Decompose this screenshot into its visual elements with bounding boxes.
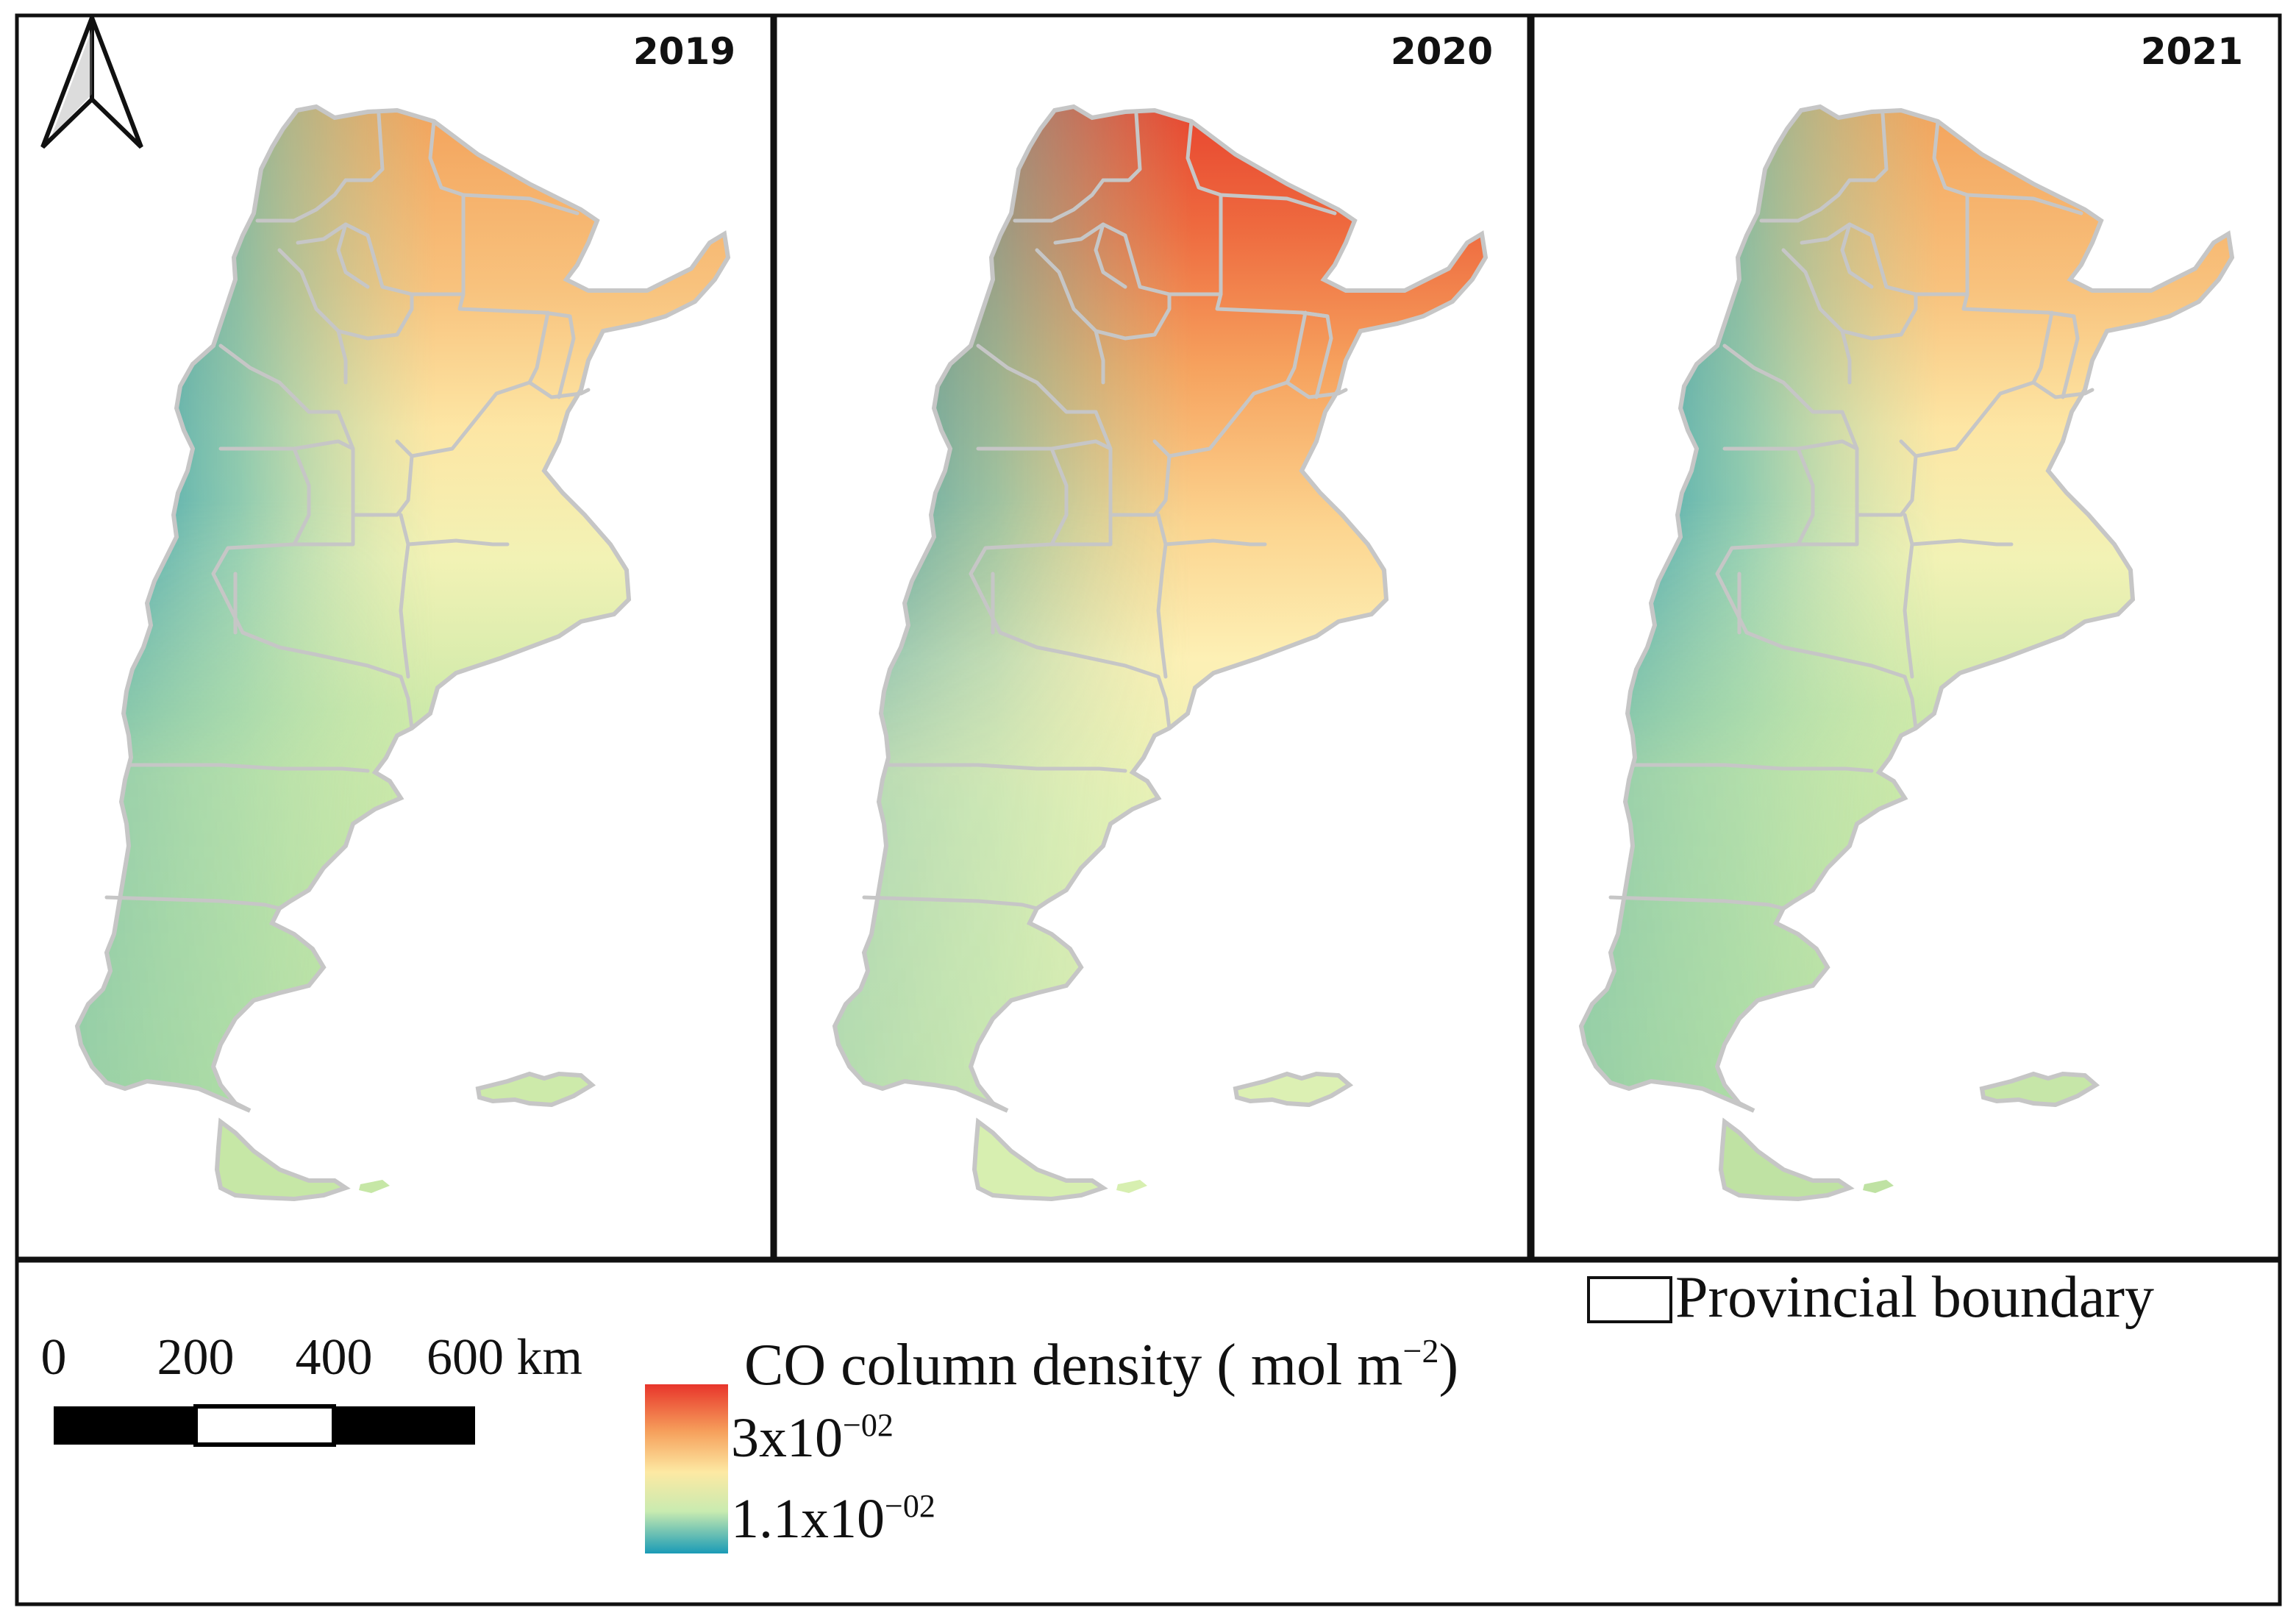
map-panel-2021 [1581, 107, 2232, 1199]
scale-tick-400: 400 [296, 1329, 373, 1386]
legend-min-exp: −02 [885, 1488, 935, 1524]
legend-frame [15, 1259, 2282, 1606]
scale-tick-0: 0 [41, 1329, 67, 1386]
north-arrow-icon [40, 16, 143, 149]
legend-max-exp: −02 [843, 1407, 894, 1443]
scale-tick-200: 200 [157, 1329, 235, 1386]
provincial-boundary-swatch [1587, 1276, 1672, 1323]
argentina-co-field-2021 [1581, 107, 2232, 1199]
scale-segment-3 [334, 1406, 475, 1445]
legend-min-base: 1.1x10 [731, 1488, 885, 1550]
scale-segment-2 [193, 1404, 336, 1447]
panel-frame-2020 [773, 13, 1531, 1261]
map-panel-2019 [77, 107, 728, 1199]
legend-title-exponent: −2 [1403, 1332, 1439, 1370]
legend-min-label: 1.1x10−02 [731, 1488, 935, 1550]
scale-bar: 0 200 400 600 km [41, 1329, 582, 1447]
legend-title-close: ) [1438, 1333, 1458, 1398]
provincial-boundary-label: Provincial boundary [1675, 1265, 2154, 1330]
scale-segment-1 [54, 1406, 196, 1445]
legend-title: CO column density ( mol m−2) [744, 1332, 1458, 1398]
legend-max-label: 3x10−02 [731, 1407, 894, 1469]
year-label-2021: 2021 [2141, 30, 2243, 73]
scale-tick-600-km: 600 km [427, 1329, 582, 1386]
legend-max-base: 3x10 [731, 1407, 843, 1469]
provincial-boundary-legend: Provincial boundary [1587, 1265, 2154, 1330]
year-label-2019: 2019 [633, 30, 735, 73]
panel-frame-2021 [1530, 13, 2282, 1261]
year-label-2020: 2020 [1391, 30, 1493, 73]
map-panel-2020 [835, 107, 1486, 1199]
argentina-co-field-2019 [77, 107, 728, 1199]
panel-frame-2019 [15, 13, 774, 1261]
color-ramp [645, 1384, 728, 1553]
co-density-legend: CO column density ( mol m−2) 3x10−02 1.1… [645, 1332, 1458, 1553]
argentina-co-field-2020 [835, 107, 1486, 1199]
legend-title-text: CO column density ( mol m [744, 1333, 1403, 1398]
